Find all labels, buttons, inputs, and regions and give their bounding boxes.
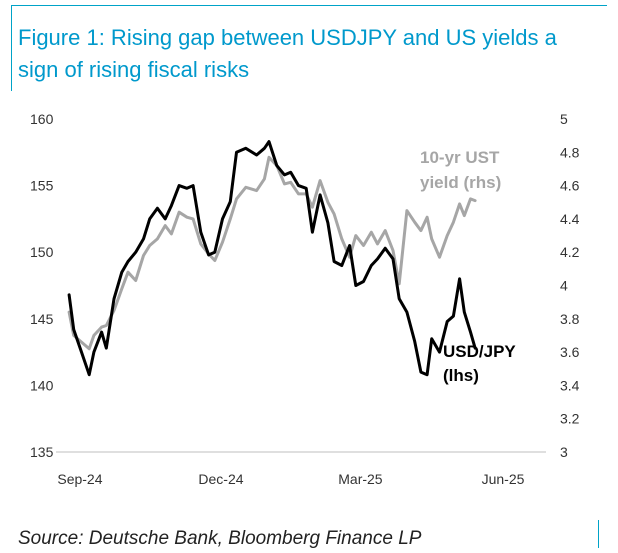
left-tick-label: 150 [30, 244, 54, 260]
left-tick-label: 155 [30, 178, 54, 194]
right-tick-label: 5 [560, 111, 568, 127]
left-tick-label: 145 [30, 311, 54, 327]
right-tick-label: 4.4 [560, 211, 580, 227]
right-tick-label: 4.2 [560, 244, 580, 260]
left-tick-label: 135 [30, 444, 54, 460]
right-tick-label: 3.2 [560, 411, 580, 427]
usdjpy-series-label: USD/JPY [443, 342, 516, 361]
left-tick-label: 160 [30, 111, 54, 127]
series-layer [67, 140, 477, 377]
left-axis: 135 140 145 150 155 160 [30, 111, 54, 460]
x-axis: Sep-24 Dec-24 Mar-25 Jun-25 [57, 471, 524, 487]
ust-yield-series-label: 10-yr UST [420, 148, 500, 167]
x-tick-label: Sep-24 [57, 471, 102, 487]
frame-left-rule [11, 5, 12, 91]
right-tick-label: 3.8 [560, 311, 580, 327]
right-tick-label: 3.4 [560, 377, 580, 393]
series-ust-yield-line [67, 155, 477, 351]
left-tick-label: 140 [30, 377, 54, 393]
right-tick-label: 4 [560, 278, 568, 294]
right-tick-label: 3.6 [560, 344, 580, 360]
source-note: Source: Deutsche Bank, Bloomberg Finance… [18, 528, 422, 549]
x-tick-label: Dec-24 [198, 471, 243, 487]
usdjpy-series-label: (lhs) [443, 366, 479, 385]
series-labels: 10-yr UST yield (rhs) USD/JPY (lhs) [420, 148, 516, 385]
chart-title: Figure 1: Rising gap between USDJPY and … [18, 25, 557, 82]
frame-right-bottom-rule [598, 520, 599, 548]
right-tick-label: 3 [560, 444, 568, 460]
x-tick-label: Jun-25 [482, 471, 525, 487]
ust-yield-series-label: yield (rhs) [420, 173, 501, 192]
right-axis: 3 3.2 3.4 3.6 3.8 4 4.2 4.4 4.6 4.8 5 [560, 111, 580, 460]
x-tick-label: Mar-25 [338, 471, 383, 487]
series-usdjpy-line [67, 140, 477, 377]
right-tick-label: 4.8 [560, 144, 580, 160]
right-tick-label: 4.6 [560, 178, 580, 194]
frame-top-rule [11, 5, 607, 6]
